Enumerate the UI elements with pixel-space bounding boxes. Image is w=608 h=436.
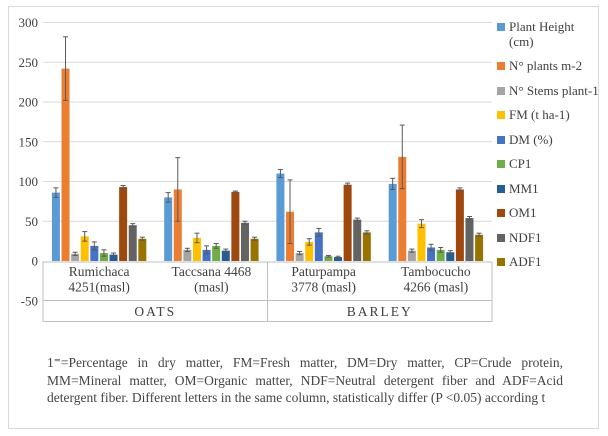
legend-swatch-icon [497, 233, 505, 242]
legend-item: OM1 [497, 206, 599, 221]
bar [90, 245, 99, 261]
legend-swatch-icon [497, 258, 505, 267]
bar [51, 192, 60, 261]
bar [276, 173, 285, 261]
legend-label: Plant Height (cm) [509, 19, 575, 49]
legend-item: DM (%) [497, 131, 599, 148]
y-tick-label: -50 [21, 293, 38, 308]
y-tick-label: 200 [19, 95, 39, 110]
category-label: (masl) [194, 280, 229, 295]
legend-label: CP1 [509, 156, 532, 172]
y-tick-label: 300 [19, 15, 39, 30]
legend-item: N° plants m-2 [497, 59, 599, 74]
category-label: Taccsana 4468 [172, 264, 252, 279]
legend-item: Plant Height (cm) [497, 19, 599, 49]
bar [465, 218, 474, 261]
y-tick-label: 0 [32, 254, 39, 269]
group-label: BARLEY [347, 304, 413, 319]
bar [221, 250, 230, 261]
chart-legend: Plant Height (cm) N° plants m-2 N° Stems p… [497, 19, 599, 270]
bar [398, 156, 407, 261]
y-tick-label: 50 [25, 214, 38, 229]
legend-swatch-icon [497, 160, 505, 169]
category-label: 4266 (masl) [403, 280, 468, 295]
bar [417, 223, 426, 261]
bar [407, 250, 416, 261]
legend-swatch-icon [497, 111, 505, 120]
bar [138, 238, 147, 261]
bar [128, 225, 137, 261]
legend-item: N° Stems plant-1 [497, 82, 599, 99]
legend-swatch-icon [497, 184, 505, 193]
legend-label: DM (%) [509, 131, 553, 147]
bar [343, 184, 352, 261]
bar [324, 256, 333, 261]
bar [99, 253, 108, 261]
bar [80, 236, 89, 261]
bar [71, 253, 80, 261]
legend-swatch-icon [497, 86, 505, 95]
legend-label: NDF1 [509, 229, 542, 245]
category-label: 3778 (masl) [291, 280, 356, 295]
legend-label: ADF1 [509, 254, 542, 270]
bar [250, 238, 259, 261]
legend-label: N° Stems plant-1 [509, 82, 599, 98]
bar [295, 253, 304, 261]
category-label: Tambocucho [401, 264, 471, 279]
bar [305, 241, 314, 261]
footnote-text: 1⁼=Percentage in dry matter, FM=Fresh ma… [47, 355, 563, 405]
bar-chart: 300 250 200 150 100 50 0 -50 Rumichaca4251(masl)… [19, 15, 493, 322]
legend-item: ADF1 [497, 255, 599, 270]
bar [192, 237, 201, 261]
legend-swatch-icon [497, 23, 505, 31]
legend-swatch-icon [497, 209, 505, 218]
bar [362, 232, 371, 261]
group-label: OATS [134, 304, 176, 319]
chart-frame: 300 250 200 150 100 50 0 -50 Rumichaca 4251(masl)… [8, 6, 599, 429]
bar [455, 189, 464, 261]
bar [61, 68, 70, 261]
category-label: Paturpampa [291, 264, 355, 279]
bar [436, 249, 445, 261]
category-label: 4251(masl) [68, 280, 130, 295]
legend-label: OM1 [509, 205, 537, 221]
legend-item: NDF1 [497, 229, 599, 246]
y-tick-label: 150 [19, 134, 39, 149]
bar [164, 197, 173, 261]
y-tick-label: 100 [19, 174, 39, 189]
legend-swatch-icon [497, 135, 505, 144]
legend-swatch-icon [497, 62, 505, 71]
bar [119, 187, 128, 261]
bar [427, 247, 436, 261]
legend-item: CP1 [497, 157, 599, 172]
bar [202, 249, 211, 261]
bar [212, 245, 221, 261]
bar [353, 219, 362, 261]
bar [173, 189, 182, 261]
bar [231, 191, 240, 261]
legend-label: N° plants m-2 [509, 58, 583, 74]
bar [475, 234, 484, 261]
legend-item: MM1 [497, 180, 599, 197]
legend-label: FM (t ha-1) [509, 107, 570, 123]
bar [240, 222, 249, 261]
y-tick-label: 250 [19, 55, 39, 70]
bar [388, 183, 397, 261]
bar [446, 252, 455, 261]
bar [334, 257, 343, 261]
legend-label: MM1 [509, 180, 539, 196]
bar [183, 249, 192, 261]
legend-item: FM (t ha-1) [497, 108, 599, 123]
bar [314, 232, 323, 261]
bar [109, 254, 118, 261]
category-label: Rumichaca [69, 264, 130, 279]
